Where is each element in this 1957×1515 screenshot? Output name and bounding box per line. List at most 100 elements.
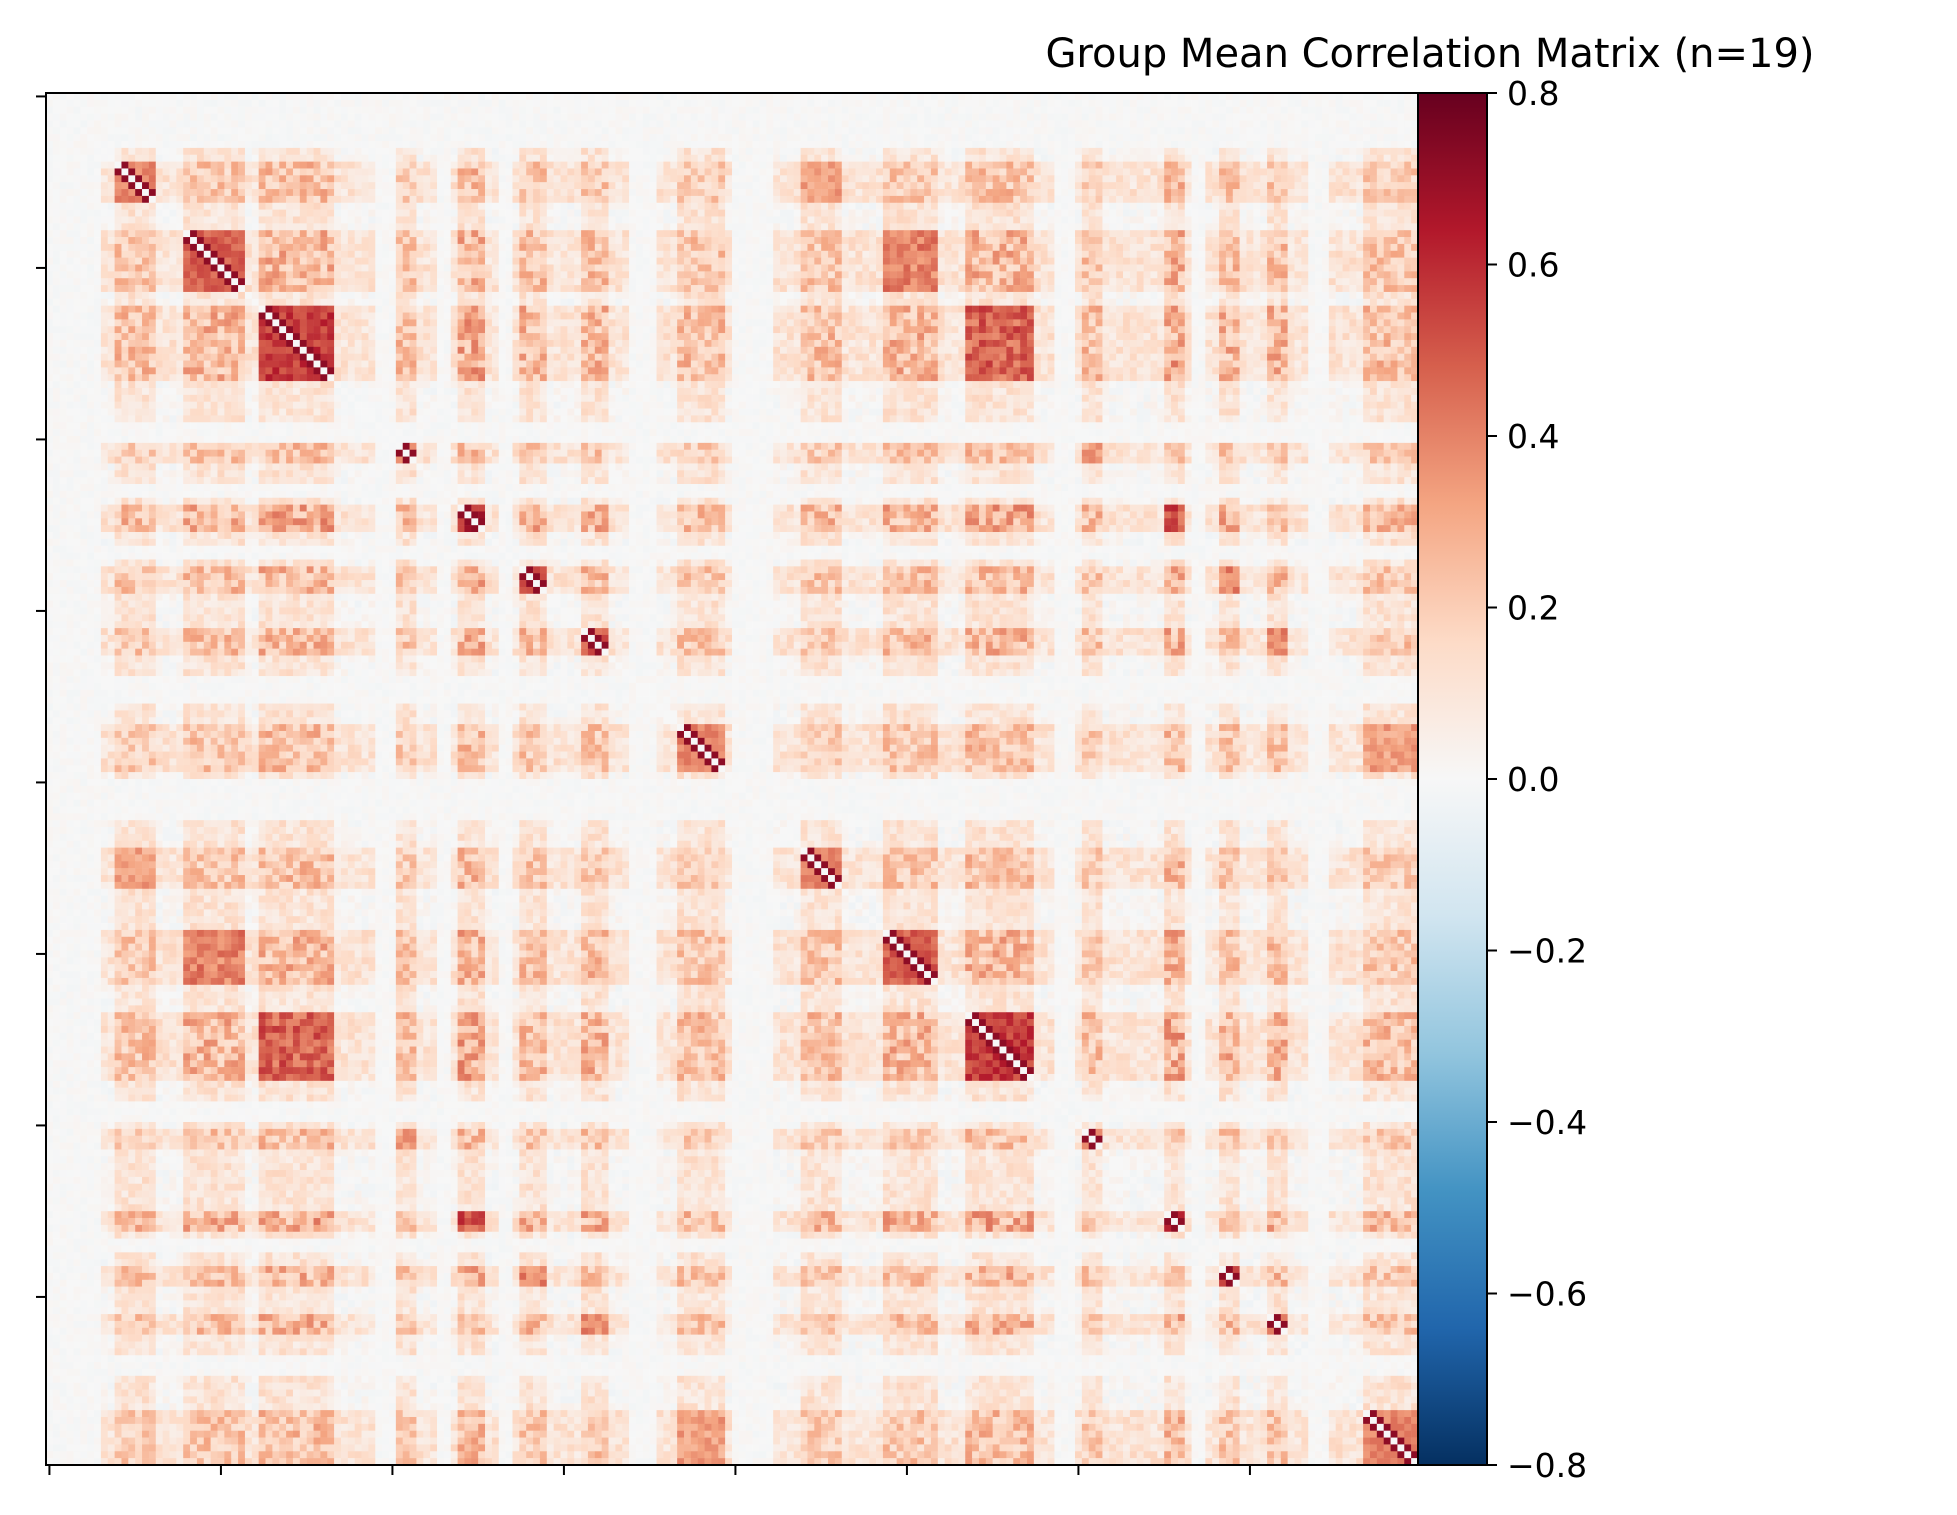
heatmap-cell: [224, 203, 231, 210]
heatmap-cell: [945, 100, 952, 107]
heatmap-cell: [629, 107, 636, 114]
heatmap-cell: [156, 168, 163, 175]
heatmap-cell: [1349, 155, 1356, 162]
heatmap-cell: [1041, 203, 1048, 210]
heatmap-cell: [1102, 107, 1109, 114]
heatmap-cell: [519, 196, 526, 203]
heatmap-cell: [492, 127, 499, 134]
heatmap-cell: [512, 189, 519, 196]
heatmap-cell: [890, 203, 897, 210]
heatmap-cell: [533, 93, 540, 100]
heatmap-cell: [670, 134, 677, 141]
heatmap-cell: [773, 175, 780, 182]
heatmap-cell: [753, 155, 760, 162]
heatmap-cell: [787, 162, 794, 169]
heatmap-cell: [53, 134, 60, 141]
heatmap-cell: [670, 168, 677, 175]
heatmap-cell: [725, 93, 732, 100]
heatmap-cell: [499, 120, 506, 127]
heatmap-cell: [609, 175, 616, 182]
heatmap-cell: [1178, 203, 1185, 210]
heatmap-cell: [1240, 182, 1247, 189]
heatmap-cell: [705, 120, 712, 127]
heatmap-cell: [368, 120, 375, 127]
heatmap-cell: [1247, 107, 1254, 114]
heatmap-cell: [183, 100, 190, 107]
heatmap-cell: [958, 114, 965, 121]
heatmap-cell: [334, 93, 341, 100]
heatmap-cell: [1226, 162, 1233, 169]
heatmap-cell: [1054, 189, 1061, 196]
heatmap-cell: [108, 93, 115, 100]
heatmap-cell: [238, 141, 245, 148]
heatmap-cell: [574, 134, 581, 141]
heatmap-cell: [67, 182, 74, 189]
heatmap-cell: [1267, 114, 1274, 121]
heatmap-cell: [567, 141, 574, 148]
heatmap-cell: [622, 196, 629, 203]
heatmap-cell: [526, 155, 533, 162]
heatmap-cell: [904, 196, 911, 203]
heatmap-cell: [1226, 107, 1233, 114]
heatmap-cell: [622, 182, 629, 189]
heatmap-cell: [266, 120, 273, 127]
heatmap-cell: [437, 168, 444, 175]
heatmap-cell: [396, 107, 403, 114]
heatmap-cell: [403, 134, 410, 141]
heatmap-cell: [300, 134, 307, 141]
heatmap-cell: [348, 114, 355, 121]
heatmap-cell: [910, 203, 917, 210]
heatmap-cell: [979, 155, 986, 162]
heatmap-cell: [855, 127, 862, 134]
heatmap-cell: [190, 148, 197, 155]
heatmap-cell: [46, 196, 53, 203]
heatmap-cell: [1061, 196, 1068, 203]
heatmap-cell: [1391, 148, 1398, 155]
heatmap-cell: [108, 203, 115, 210]
heatmap-cell: [787, 148, 794, 155]
heatmap-cell: [451, 196, 458, 203]
heatmap-cell: [430, 134, 437, 141]
heatmap-cell: [931, 155, 938, 162]
heatmap-cell: [73, 114, 80, 121]
heatmap-cell: [506, 162, 513, 169]
heatmap-cell: [410, 141, 417, 148]
heatmap-cell: [1322, 155, 1329, 162]
heatmap-cell: [224, 114, 231, 121]
heatmap-cell: [1260, 148, 1267, 155]
heatmap-cell: [1144, 107, 1151, 114]
heatmap-cell: [169, 168, 176, 175]
heatmap-cell: [293, 107, 300, 114]
heatmap-cell: [1308, 148, 1315, 155]
heatmap-cell: [910, 189, 917, 196]
heatmap-cell: [1068, 162, 1075, 169]
heatmap-cell: [245, 120, 252, 127]
heatmap-cell: [478, 134, 485, 141]
heatmap-cell: [1096, 203, 1103, 210]
heatmap-cell: [794, 196, 801, 203]
heatmap-cell: [1157, 203, 1164, 210]
heatmap-cell: [890, 107, 897, 114]
heatmap-cell: [842, 168, 849, 175]
heatmap-cell: [952, 93, 959, 100]
heatmap-cell: [588, 127, 595, 134]
heatmap-cell: [416, 127, 423, 134]
heatmap-cell: [855, 189, 862, 196]
heatmap-cell: [121, 155, 128, 162]
heatmap-cell: [1295, 189, 1302, 196]
heatmap-cell: [204, 155, 211, 162]
heatmap-cell: [1082, 134, 1089, 141]
heatmap-cell: [725, 148, 732, 155]
heatmap-cell: [1178, 93, 1185, 100]
heatmap-cell: [663, 141, 670, 148]
heatmap-cell: [1198, 182, 1205, 189]
heatmap-cell: [1212, 134, 1219, 141]
heatmap-cell: [1137, 100, 1144, 107]
heatmap-cell: [602, 155, 609, 162]
heatmap-cell: [945, 168, 952, 175]
heatmap-cell: [224, 162, 231, 169]
heatmap-cell: [1267, 162, 1274, 169]
heatmap-cell: [835, 93, 842, 100]
heatmap-cell: [348, 203, 355, 210]
heatmap-cell: [773, 168, 780, 175]
